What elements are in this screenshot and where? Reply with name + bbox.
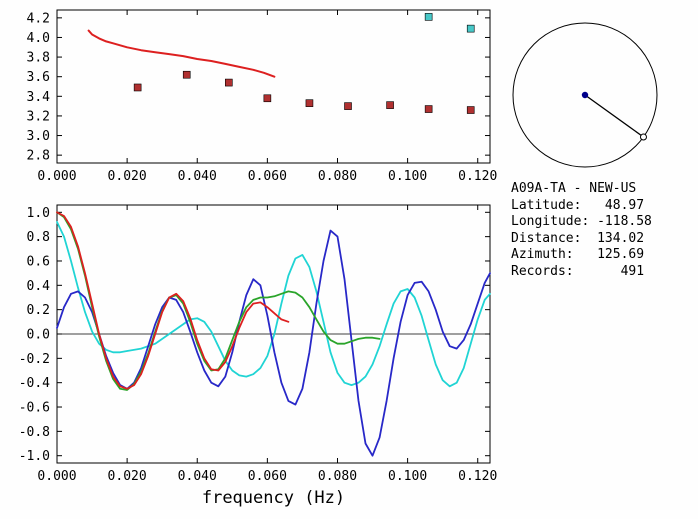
trace-red-line xyxy=(56,211,290,390)
dispersion-chart[interactable]: 0.000 0.020 0.040 0.060 0.080 0.100 0.120 2.8 3.… xyxy=(0,0,500,190)
x-tick-label: 0.060 xyxy=(248,469,287,484)
trace-blue-line xyxy=(56,229,491,457)
plot-frame xyxy=(56,9,491,164)
measured-phase-velocity-points-marker[interactable] xyxy=(466,106,475,114)
y-tick-label: 3.2 xyxy=(27,109,50,124)
x-tick-label: 0.100 xyxy=(388,469,427,484)
waveform-correlation-chart[interactable]: 0.000 0.020 0.040 0.060 0.080 0.100 0.120 -1.0 -… xyxy=(0,190,500,519)
station-info-line: Azimuth: 125.69 xyxy=(511,247,645,262)
y-tick-label: 3.8 xyxy=(27,51,50,66)
measured-phase-velocity-points-marker[interactable] xyxy=(133,83,142,92)
station-info-line: Latitude: 48.97 xyxy=(511,197,645,213)
measured-phase-velocity-points-marker[interactable] xyxy=(386,101,394,109)
y-tick-label: 3.4 xyxy=(27,90,51,105)
x-tick-label: 0.080 xyxy=(318,169,357,184)
station-info-line: Distance: 134.02 xyxy=(511,230,645,246)
y-tick-label: 3.0 xyxy=(27,129,50,144)
measured-phase-velocity-points-marker[interactable] xyxy=(182,70,191,79)
x-tick-label: 0.120 xyxy=(458,169,497,184)
y-tick-label: 0.8 xyxy=(27,230,50,245)
reference-dispersion-curve-line xyxy=(87,29,276,78)
y-tick-label: 1.0 xyxy=(27,206,50,221)
x-tick-label: 0.120 xyxy=(458,469,497,484)
y-tick-label: 2.8 xyxy=(27,149,50,164)
measured-phase-velocity-points-marker[interactable] xyxy=(344,102,352,110)
x-tick-label: 0.000 xyxy=(37,469,76,484)
x-tick-label: 0.060 xyxy=(248,169,287,184)
outlier-phase-velocity-points-marker[interactable] xyxy=(424,13,433,21)
station-info-line: Longitude: -118.58 xyxy=(511,214,652,229)
event-marker xyxy=(639,133,647,141)
y-tick-label: 4.2 xyxy=(27,11,50,26)
station-title: A09A-TA - NEW-US xyxy=(511,181,637,196)
y-tick-label: -0.2 xyxy=(19,352,50,367)
trace-green-line xyxy=(56,211,381,391)
x-tick-label: 0.040 xyxy=(178,469,217,484)
x-tick-label: 0.100 xyxy=(388,169,427,184)
y-tick-label: -0.8 xyxy=(19,425,50,440)
y-tick-label: -1.0 xyxy=(19,449,50,464)
y-tick-label: -0.4 xyxy=(19,376,50,391)
x-tick-label: 0.080 xyxy=(318,469,357,484)
measured-phase-velocity-points-marker[interactable] xyxy=(305,99,314,107)
y-tick-label: 0.4 xyxy=(27,279,51,294)
x-tick-label: 0.020 xyxy=(108,469,147,484)
azimuth-circle xyxy=(512,22,658,168)
y-tick-label: -0.6 xyxy=(19,401,50,416)
x-axis-label: frequency (Hz) xyxy=(202,488,345,508)
y-tick-label: 0.0 xyxy=(27,328,50,343)
trace-cyan-line xyxy=(56,221,491,388)
measured-phase-velocity-points-marker[interactable] xyxy=(224,78,233,87)
azimuth-path-line xyxy=(584,94,644,138)
station-dot xyxy=(581,91,589,99)
y-tick-label: 0.6 xyxy=(27,254,50,269)
station-info: A09A-TA - NEW-US Latitude: 48.97 Longitude… xyxy=(511,181,652,280)
y-tick-label: 4.0 xyxy=(27,31,50,46)
azimuth-circle-plot xyxy=(512,22,658,168)
measured-phase-velocity-points-marker[interactable] xyxy=(263,94,272,103)
x-tick-label: 0.000 xyxy=(37,169,76,184)
measured-phase-velocity-points-marker[interactable] xyxy=(424,105,433,113)
x-tick-label: 0.020 xyxy=(108,169,147,184)
x-tick-label: 0.040 xyxy=(178,169,217,184)
y-tick-label: 0.2 xyxy=(27,303,50,318)
y-tick-label: 3.6 xyxy=(27,70,50,85)
outlier-phase-velocity-points-marker[interactable] xyxy=(466,24,475,33)
station-info-line: Records: 491 xyxy=(511,263,645,279)
